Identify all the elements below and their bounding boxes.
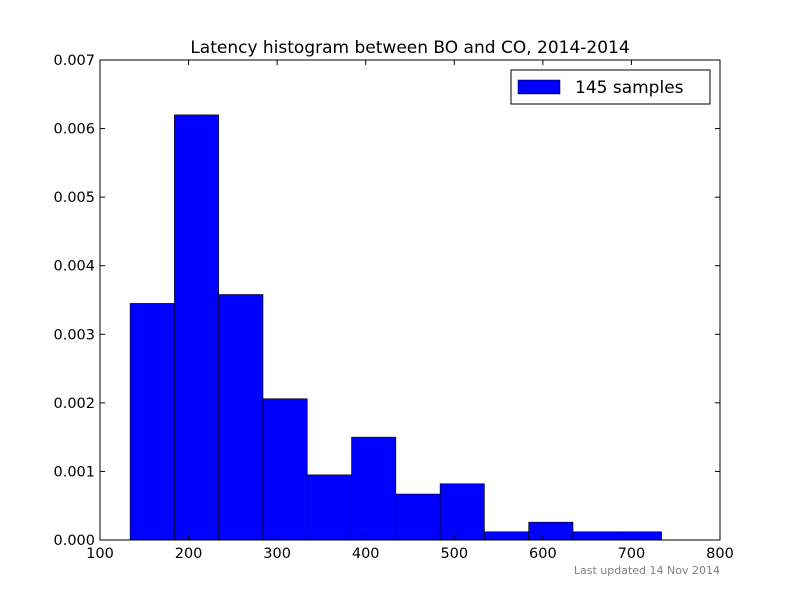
histogram-bar [262, 398, 308, 541]
footer-note: Last updated 14 Nov 2014 [574, 564, 720, 577]
y-tick-label: 0.007 [53, 53, 95, 69]
plot-frame [99, 59, 721, 541]
histogram-bar [616, 531, 662, 541]
x-tick-label: 800 [706, 546, 734, 562]
chart-title: Latency histogram between BO and CO, 201… [190, 38, 629, 58]
axis-ticks: 100 200 300 400 500 600 700 800 0.000 0.001 0.002 0… [53, 53, 733, 562]
y-tick-label: 0.000 [53, 533, 95, 549]
y-tick-label: 0.001 [53, 464, 95, 480]
y-tick-label: 0.003 [53, 327, 95, 343]
histogram-bar [528, 521, 574, 541]
x-tick-label: 700 [618, 546, 646, 562]
x-tick-label: 200 [175, 546, 203, 562]
x-tick-label: 300 [263, 546, 291, 562]
y-tick-label: 0.006 [53, 122, 95, 138]
x-tick-label: 600 [529, 546, 557, 562]
histogram-bar [395, 493, 441, 541]
legend-swatch [517, 79, 561, 95]
y-tick-label: 0.004 [53, 259, 95, 275]
histogram-bar [351, 436, 397, 541]
histogram-bar [129, 303, 175, 541]
legend: 145 samples [510, 69, 711, 105]
histogram-bar [484, 531, 529, 541]
histogram-bar [572, 531, 618, 541]
histogram-bar [439, 483, 485, 541]
histogram-bar [218, 294, 264, 541]
x-tick-label: 500 [440, 546, 468, 562]
y-tick-label: 0.002 [53, 396, 95, 412]
legend-label: 145 samples [575, 78, 684, 98]
x-tick-label: 100 [86, 546, 114, 562]
x-tick-label: 400 [352, 546, 380, 562]
bars-group [129, 114, 662, 541]
histogram-bar [306, 474, 352, 541]
histogram-bar [174, 114, 219, 541]
y-tick-label: 0.005 [53, 190, 95, 206]
